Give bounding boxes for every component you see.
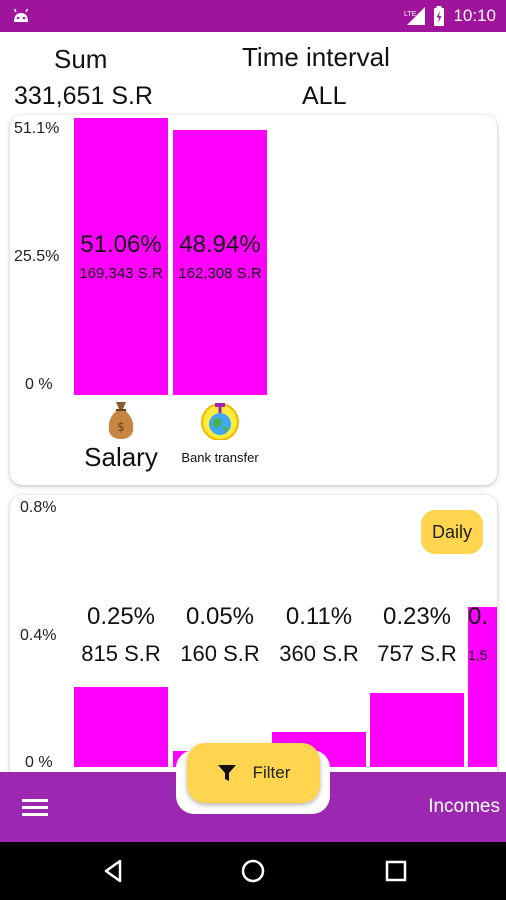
daily-bar-percent-label: 0.25%	[86, 603, 156, 630]
status-bar: LTE 10:10	[0, 0, 506, 32]
globe-icon	[201, 403, 239, 440]
bar-percent-label: 51.06%	[80, 231, 162, 258]
filter-button[interactable]: Filter	[187, 743, 320, 803]
daily-bar-percent-label: 0.23%	[382, 603, 452, 630]
filter-button-label: Filter	[252, 763, 291, 782]
daily-bar[interactable]	[370, 693, 464, 767]
daily-chart-card: 0.8% 0.4% 0 % Daily 0.25% 815 S.R 0.05% 160…	[10, 495, 497, 785]
daily-bar-amount-label: 815 S.R	[81, 641, 161, 666]
y-tick-label: 0 %	[25, 754, 53, 771]
money-bag-icon: $	[108, 402, 134, 439]
signal-icon: LTE	[404, 7, 426, 25]
sum-value: 331,651 S.R	[14, 82, 153, 110]
daily-bar[interactable]	[74, 687, 168, 767]
filter-icon	[217, 765, 236, 781]
bar-amount-label: 169,343 S.R	[79, 265, 163, 282]
daily-bar-amount-label: 1,5	[468, 647, 488, 663]
y-tick-label: 0.8%	[20, 499, 57, 516]
menu-icon[interactable]	[22, 797, 48, 817]
daily-bar-percent-label: 0.	[468, 603, 489, 630]
daily-bar-percent-label: 0.11%	[285, 603, 353, 630]
category-label-salary: Salary	[84, 442, 158, 472]
chart-bar-salary[interactable]	[74, 118, 168, 395]
y-tick-label: 0.4%	[20, 627, 57, 644]
sum-label: Sum	[54, 44, 108, 74]
y-tick-label: 25.5%	[14, 248, 60, 265]
y-tick-label: 0 %	[25, 376, 53, 393]
bar-percent-label: 48.94%	[179, 231, 261, 258]
time-interval-label: Time interval	[242, 42, 390, 72]
battery-icon	[434, 6, 445, 26]
daily-toggle-button[interactable]: Daily	[421, 510, 483, 554]
svg-text:LTE: LTE	[404, 11, 417, 18]
daily-bar-amount-label: 757 S.R	[377, 641, 457, 666]
status-time: 10:10	[453, 6, 496, 25]
time-interval-value[interactable]: ALL	[302, 82, 347, 110]
category-chart-card: 51.1% 25.5% 0 % 51.06% 169,343 S.R $ Sal…	[10, 115, 497, 485]
bar-amount-label: 162,308 S.R	[178, 265, 262, 282]
daily-bar-percent-label: 0.05%	[185, 603, 255, 630]
chart-bar-bank-transfer[interactable]	[173, 129, 267, 395]
daily-bar-amount-label: 360 S.R	[279, 641, 359, 666]
daily-bar[interactable]	[468, 607, 497, 767]
android-icon	[13, 8, 29, 22]
home-icon[interactable]	[238, 856, 268, 886]
bottom-bar-title: Incomes	[428, 796, 500, 817]
system-navigation-bar	[0, 842, 506, 900]
back-icon[interactable]	[98, 856, 128, 886]
y-tick-label: 51.1%	[14, 120, 60, 137]
svg-text:$: $	[117, 420, 125, 434]
daily-bar-amount-label: 160 S.R	[180, 641, 260, 666]
category-label-bank-transfer: Bank transfer	[181, 450, 259, 465]
recents-icon[interactable]	[381, 856, 411, 886]
